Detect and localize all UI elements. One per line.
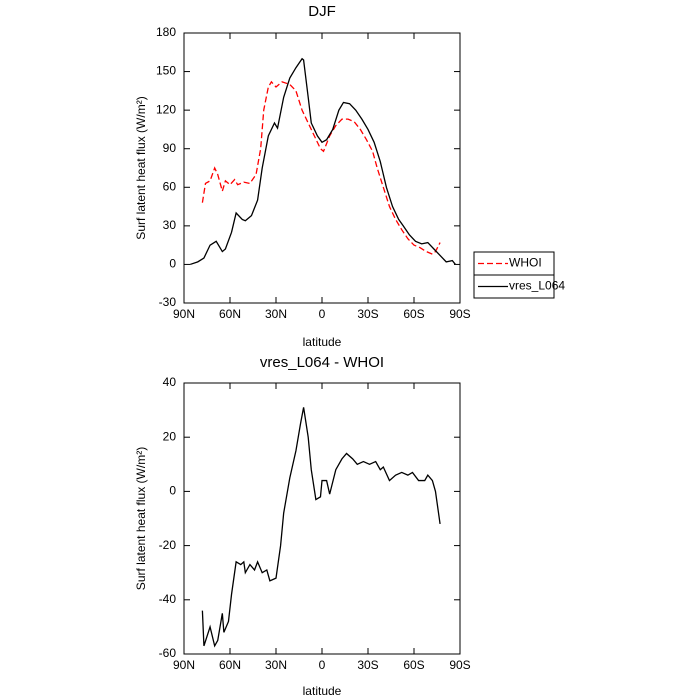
y-tick-label: 40 [163, 375, 177, 389]
y-tick-label: 30 [163, 218, 177, 232]
legend-label: WHOI [509, 256, 542, 270]
y-tick-label: -60 [159, 646, 177, 660]
x-axis-label: latitude [303, 684, 342, 698]
x-tick-label: 60N [219, 658, 241, 672]
data-line [189, 57, 456, 266]
y-tick-label: -20 [159, 538, 177, 552]
data-line [201, 407, 441, 648]
plot-frame [183, 32, 461, 304]
x-tick-label: 90N [173, 658, 195, 672]
chart-title: vres_L064 - WHOI [260, 354, 384, 371]
x-tick-label: 60S [403, 307, 424, 321]
x-tick-label: 90S [449, 307, 470, 321]
x-tick-label: 30N [265, 658, 287, 672]
data-line [201, 80, 441, 255]
y-tick-label: 150 [156, 64, 176, 78]
y-tick-label: 180 [156, 25, 176, 39]
y-tick-label: 60 [163, 179, 177, 193]
x-tick-label: 30S [357, 307, 378, 321]
x-axis-label: latitude [303, 335, 342, 349]
y-tick-label: -30 [159, 295, 177, 309]
x-tick-label: 30S [357, 658, 378, 672]
y-tick-label: 20 [163, 429, 177, 443]
y-tick-label: -40 [159, 592, 177, 606]
x-tick-label: 0 [319, 307, 326, 321]
y-tick-label: 90 [163, 141, 177, 155]
x-tick-label: 30N [265, 307, 287, 321]
plot-area [189, 57, 456, 266]
x-tick-label: 90S [449, 658, 470, 672]
x-tick-label: 90N [173, 307, 195, 321]
x-tick-label: 60S [403, 658, 424, 672]
x-tick-label: 0 [319, 658, 326, 672]
plot-area [201, 407, 441, 648]
y-tick-label: 0 [169, 257, 176, 271]
y-axis-label: Surf latent heat flux (W/m²) [134, 447, 148, 590]
plot-frame [183, 382, 461, 655]
y-tick-label: 0 [169, 484, 176, 498]
x-tick-label: 60N [219, 307, 241, 321]
y-tick-label: 120 [156, 102, 176, 116]
legend-label: vres_L064 [509, 279, 565, 293]
chart-title: DJF [308, 3, 336, 20]
y-axis-label: Surf latent heat flux (W/m²) [134, 96, 148, 239]
